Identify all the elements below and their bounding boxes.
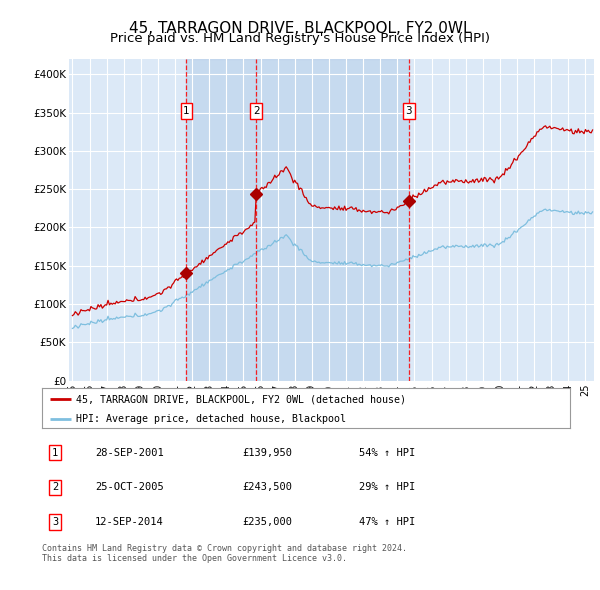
Text: £235,000: £235,000	[242, 517, 293, 527]
Text: Price paid vs. HM Land Registry's House Price Index (HPI): Price paid vs. HM Land Registry's House …	[110, 32, 490, 45]
Text: £139,950: £139,950	[242, 448, 293, 457]
Text: 28-SEP-2001: 28-SEP-2001	[95, 448, 164, 457]
Bar	[187, 59, 256, 381]
Text: 3: 3	[52, 517, 58, 527]
Text: 29% ↑ HPI: 29% ↑ HPI	[359, 483, 415, 493]
Text: 12-SEP-2014: 12-SEP-2014	[95, 517, 164, 527]
Text: 45, TARRAGON DRIVE, BLACKPOOL, FY2 0WL (detached house): 45, TARRAGON DRIVE, BLACKPOOL, FY2 0WL (…	[76, 394, 406, 404]
Text: 47% ↑ HPI: 47% ↑ HPI	[359, 517, 415, 527]
Text: 54% ↑ HPI: 54% ↑ HPI	[359, 448, 415, 457]
Text: 3: 3	[406, 106, 412, 116]
Text: 2: 2	[52, 483, 58, 493]
Text: 2: 2	[253, 106, 260, 116]
Text: 1: 1	[52, 448, 58, 457]
Bar	[256, 59, 409, 381]
Text: £243,500: £243,500	[242, 483, 293, 493]
Text: 1: 1	[183, 106, 190, 116]
Text: Contains HM Land Registry data © Crown copyright and database right 2024.
This d: Contains HM Land Registry data © Crown c…	[42, 544, 407, 563]
Text: 25-OCT-2005: 25-OCT-2005	[95, 483, 164, 493]
Text: HPI: Average price, detached house, Blackpool: HPI: Average price, detached house, Blac…	[76, 414, 346, 424]
Text: 45, TARRAGON DRIVE, BLACKPOOL, FY2 0WL: 45, TARRAGON DRIVE, BLACKPOOL, FY2 0WL	[129, 21, 471, 35]
